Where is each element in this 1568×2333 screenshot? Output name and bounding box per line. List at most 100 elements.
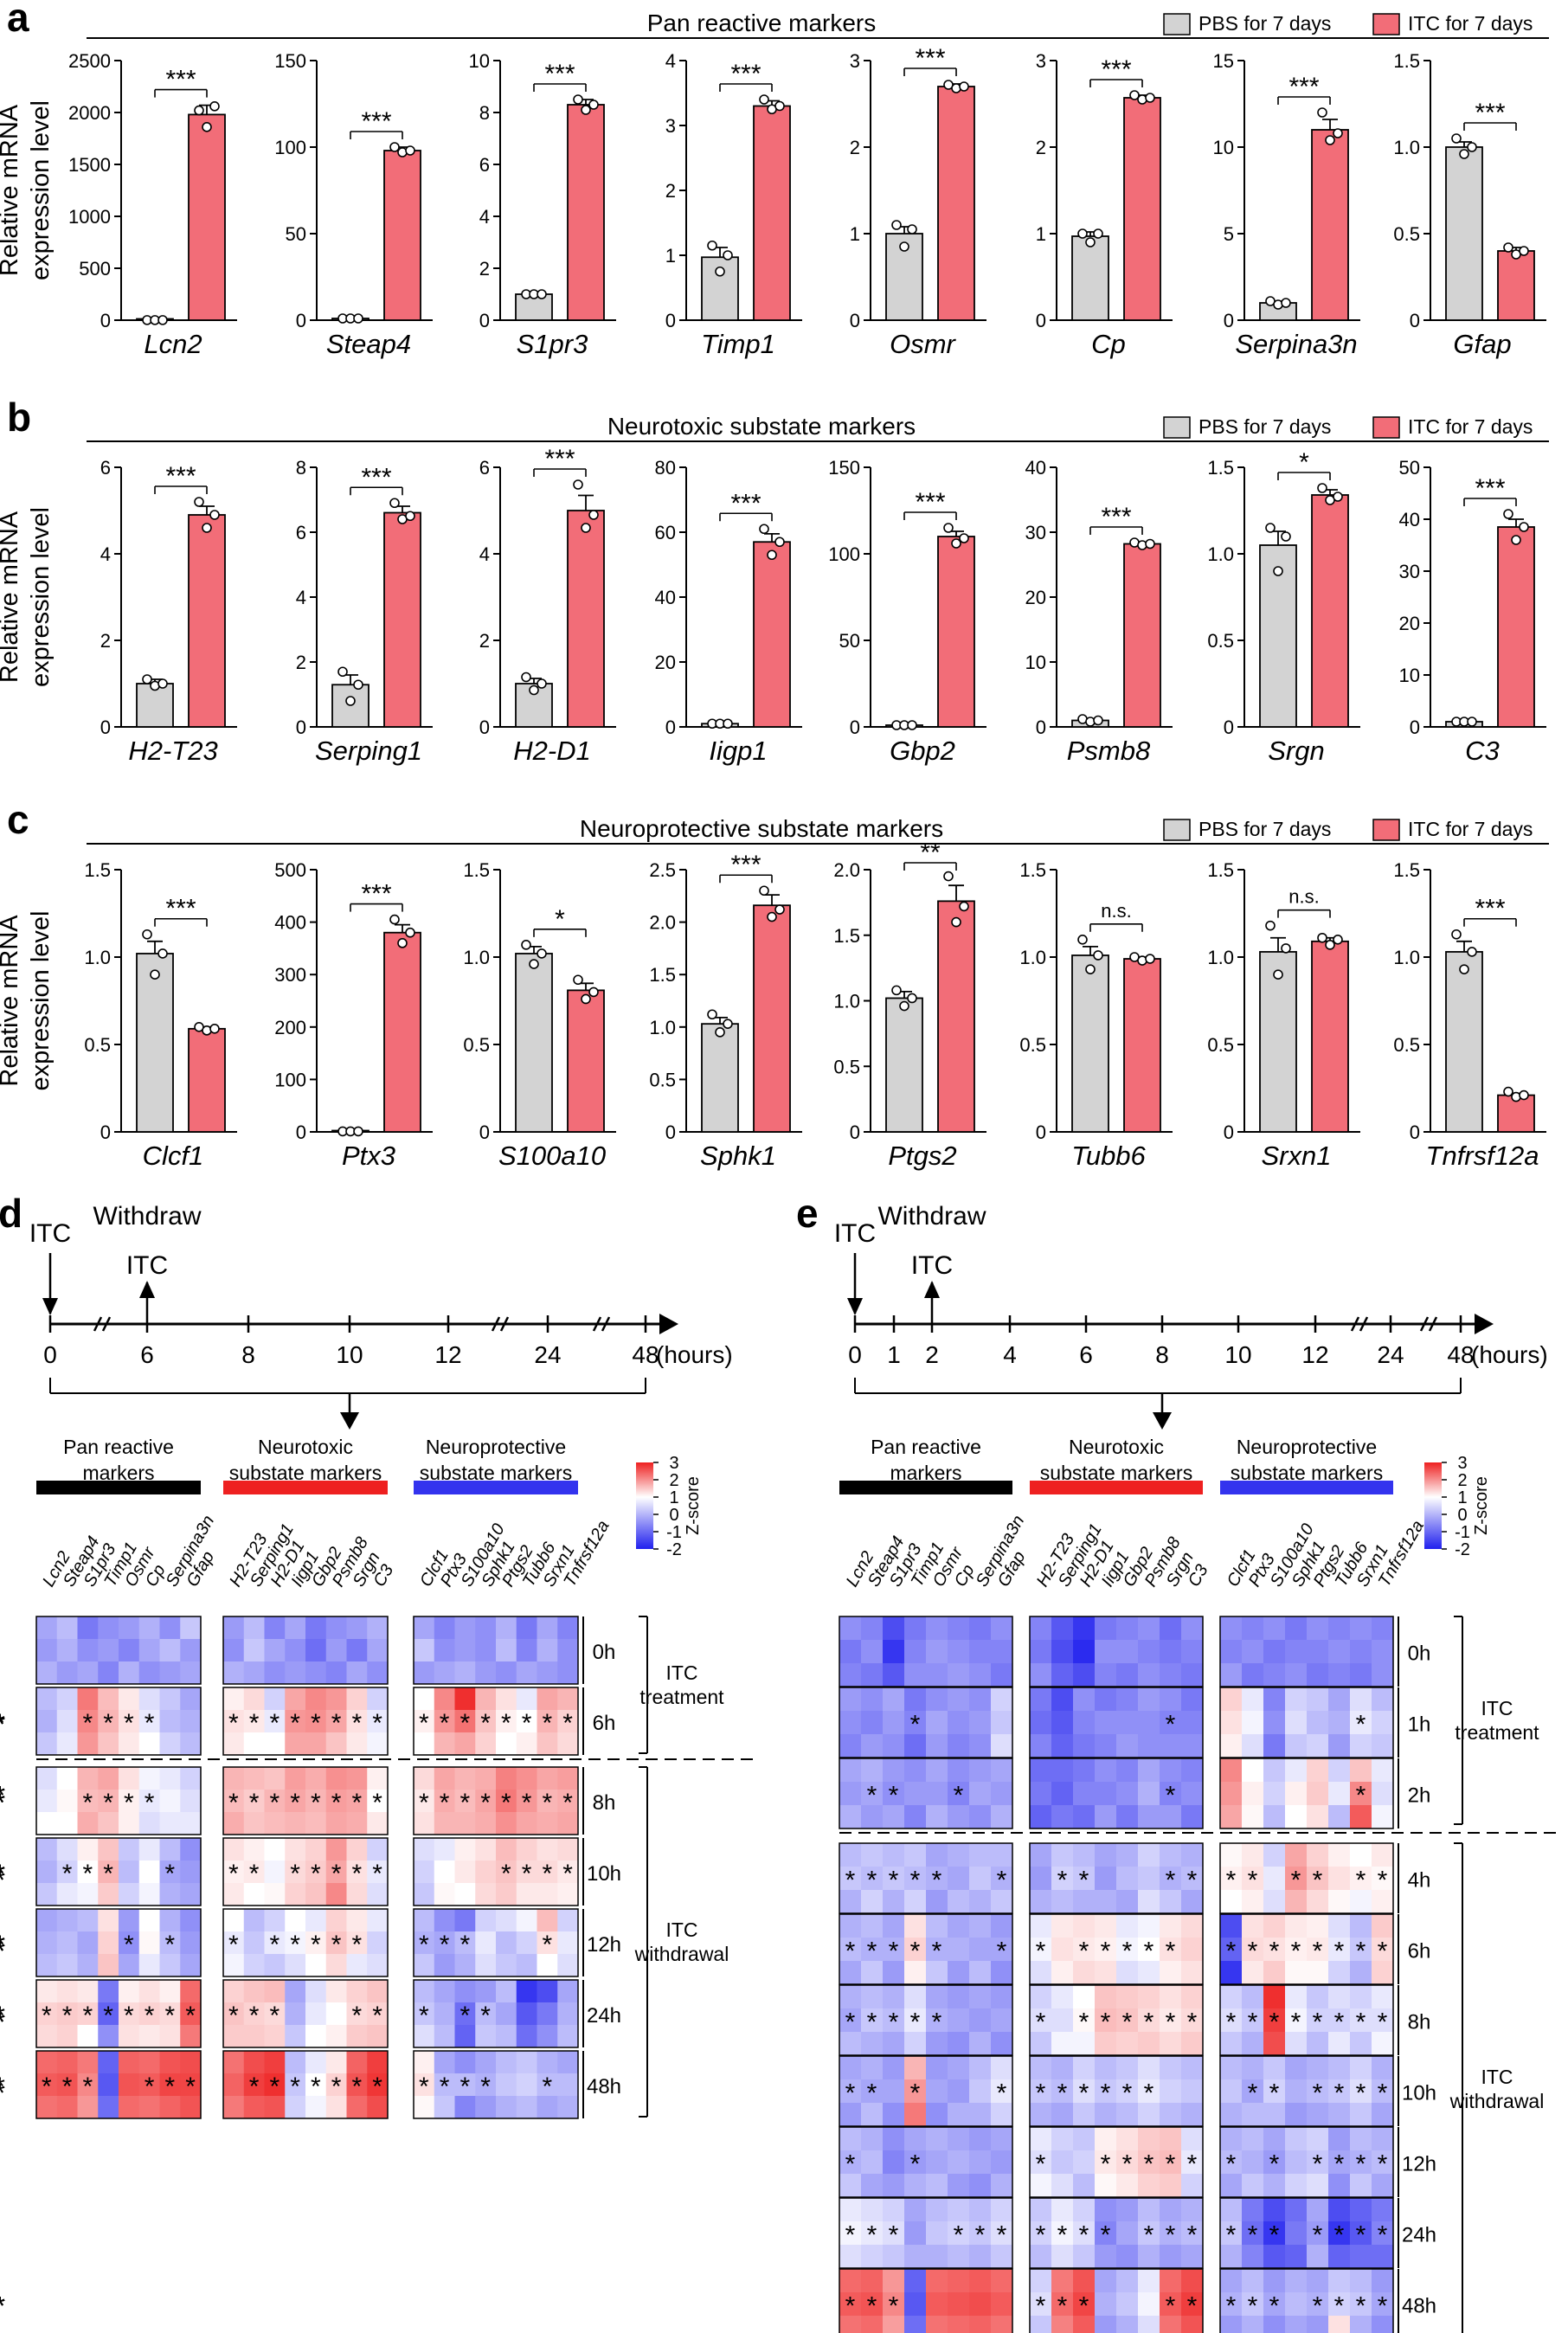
y-tick-label: 0 [1036,310,1046,331]
heatmap-cell [839,2174,862,2198]
significance-star: * [1166,1938,1176,1966]
heatmap-cell [1181,1890,1204,1914]
heatmap-cell [1073,1938,1096,1962]
heatmap-cell [1307,1711,1329,1735]
heatmap-row-0h: 0h [839,1616,1430,1687]
heatmap-cell [223,1883,245,1906]
heatmap-cell [1181,1663,1204,1687]
heatmap-cell [1285,1711,1308,1735]
heatmap-cell [305,1980,327,2003]
heatmap-block-border [222,1908,389,1977]
heatmap-cell [904,1867,927,1891]
y-tick-label: 150 [828,457,860,479]
heatmap-cell [948,1985,970,2009]
heatmap-cell [1030,1711,1052,1735]
heatmap-cell [77,1687,99,1711]
y-tick-label: 1 [1036,223,1046,245]
heatmap-cell [475,1790,497,1813]
heatmap-block-border [413,1837,579,1906]
y-tick-label: 1.0 [1393,137,1420,158]
withdraw-label: ITC [126,1251,168,1280]
heatmap-cell [1328,2008,1351,2033]
group-label-line1: Neuroprotective [426,1436,566,1458]
sig-label: *** [915,488,945,517]
heatmap-cell [475,1883,497,1906]
heatmap-cell [839,1687,862,1712]
heatmap-cell [98,2096,119,2119]
heatmap-row-8h: ****************************8h [0,1766,615,1835]
significance-star: * [0,1938,5,1966]
heatmap-cell [904,2103,927,2127]
heatmap-cell [1350,2127,1372,2151]
legend-label-itc: ITC for 7 days [1408,415,1533,438]
heatmap-cell [1350,2316,1372,2333]
heatmap-cell [839,1938,862,1962]
y-tick-label: 0 [296,1122,306,1143]
heatmap-cell [969,2103,992,2127]
heatmap-cell [537,2073,558,2097]
data-point-itc [774,904,785,915]
significance-star: * [845,2150,856,2179]
heatmap-cell [1030,1616,1052,1641]
heatmap-row-10h: ***********************10h [0,1837,621,1906]
heatmap-cell [948,1711,970,1735]
heatmap-cell [1285,2008,1308,2033]
heatmap-cell [346,1710,368,1733]
heatmap-cell [1263,2032,1286,2056]
heatmap-cell [305,1812,327,1835]
heatmap-cell [1073,1843,1096,1867]
significance-star: * [352,2073,363,2101]
heatmap-cell [454,1954,476,1977]
significance-star: * [0,1867,5,1895]
heatmap-block-border [1219,1687,1394,1758]
data-point-pbs [345,696,356,706]
heatmap-cell [1307,1734,1329,1758]
panel-title-a: Pan reactive markers [647,10,877,36]
data-point-itc [389,142,400,152]
heatmap-block-border [35,1837,202,1906]
heatmap-cell [557,2002,579,2026]
y-tick-label: 8 [479,102,490,124]
heatmap-cell [904,2292,927,2317]
heatmap-cell [414,2096,435,2119]
heatmap-cell [180,1732,202,1756]
sig-label: *** [361,880,391,909]
significance-star: * [845,2079,856,2108]
significance-star: * [62,2002,73,2030]
heatmap-cell [1263,2198,1286,2222]
heatmap-cell [537,1861,558,1884]
heatmap-cell [1030,2103,1052,2127]
data-point-itc [389,498,400,509]
heatmap-cell [305,2002,327,2026]
heatmap-cell [159,1838,181,1861]
heatmap-cell [1242,1867,1264,1891]
significance-star: * [0,1867,5,1895]
gene-label-Serping1: Serping1 [315,736,422,766]
heatmap-cell [1116,2103,1139,2127]
y-tick-label: 30 [1025,522,1046,543]
heatmap-cell [516,1790,537,1813]
significance-star: * [1079,2292,1089,2321]
data-point-itc [1503,242,1513,253]
heatmap-cell [264,1980,286,2003]
heatmap-cell [1285,1961,1308,1985]
heatmap-cell [223,1838,245,1861]
heatmap-cell [861,1961,884,1985]
heatmap-cell [1350,1782,1372,1806]
gene-label-Gfap: Gfap [1453,329,1511,359]
heatmap-cell [1095,2292,1117,2317]
significance-star: * [270,1709,280,1738]
heatmap-cell [1051,1843,1074,1867]
y-tick-label: 2.5 [649,859,676,881]
significance-star: * [440,1709,450,1738]
heatmap-cell [1242,2056,1264,2080]
group-color-bar [1030,1481,1203,1494]
heatmap-cell [904,2221,927,2246]
data-point-itc [588,510,599,520]
y-tick-label: 0 [1410,717,1420,738]
heatmap-block-border [1029,1616,1204,1687]
heatmap-cell [159,1790,181,1813]
heatmap-cell [475,1616,497,1640]
